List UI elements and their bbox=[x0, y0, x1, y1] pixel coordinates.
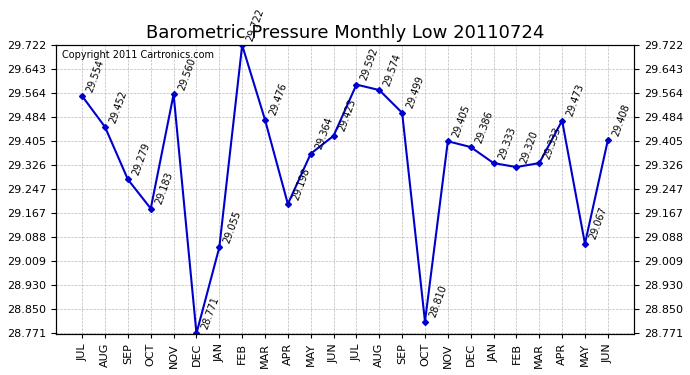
Text: 29.279: 29.279 bbox=[130, 141, 152, 177]
Text: 29.476: 29.476 bbox=[268, 82, 289, 117]
Text: 28.810: 28.810 bbox=[428, 284, 448, 319]
Text: 29.560: 29.560 bbox=[177, 56, 197, 92]
Text: 29.722: 29.722 bbox=[245, 7, 266, 42]
Title: Barometric Pressure Monthly Low 20110724: Barometric Pressure Monthly Low 20110724 bbox=[146, 24, 544, 42]
Text: 29.055: 29.055 bbox=[222, 209, 243, 245]
Text: 29.320: 29.320 bbox=[519, 129, 540, 164]
Text: Copyright 2011 Cartronics.com: Copyright 2011 Cartronics.com bbox=[61, 50, 214, 60]
Text: 29.405: 29.405 bbox=[451, 103, 471, 138]
Text: 29.452: 29.452 bbox=[108, 89, 129, 124]
Text: 29.183: 29.183 bbox=[154, 171, 175, 206]
Text: 29.408: 29.408 bbox=[611, 102, 631, 138]
Text: 29.499: 29.499 bbox=[405, 75, 426, 110]
Text: 29.423: 29.423 bbox=[336, 98, 357, 133]
Text: 29.333: 29.333 bbox=[542, 125, 563, 160]
Text: 29.386: 29.386 bbox=[473, 109, 495, 144]
Text: 29.574: 29.574 bbox=[382, 52, 403, 87]
Text: 28.771: 28.771 bbox=[199, 295, 220, 331]
Text: 29.592: 29.592 bbox=[359, 46, 380, 82]
Text: 29.333: 29.333 bbox=[496, 125, 518, 160]
Text: 29.067: 29.067 bbox=[588, 206, 609, 241]
Text: 29.554: 29.554 bbox=[85, 58, 106, 93]
Text: 29.473: 29.473 bbox=[565, 82, 586, 118]
Text: 29.364: 29.364 bbox=[313, 116, 335, 151]
Text: 29.198: 29.198 bbox=[290, 166, 312, 201]
